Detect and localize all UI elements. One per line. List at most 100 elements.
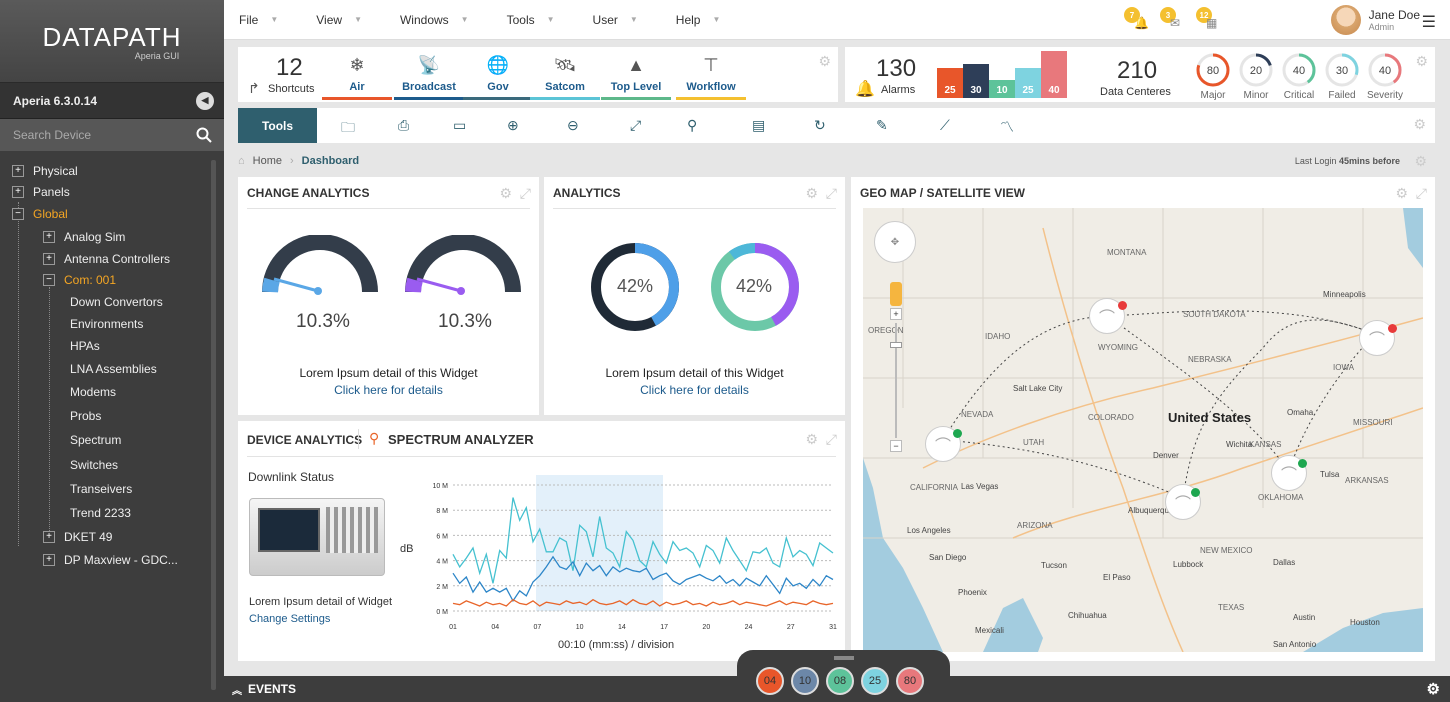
expand-icon[interactable]: + (43, 252, 55, 265)
ring-gauge-critical[interactable]: 40 Critical (1279, 52, 1319, 101)
tree-item-physical[interactable]: + Physical (0, 160, 224, 182)
user-profile[interactable]: Jane Doe Admin (1330, 5, 1420, 35)
tree-item-global[interactable]: − Global (0, 203, 224, 225)
settings-gear-icon[interactable]: ⚙ (1395, 185, 1408, 201)
ring-gauge-failed[interactable]: 30 Failed (1322, 52, 1362, 101)
change-settings-link[interactable]: Change Settings (249, 613, 331, 625)
shortcut-top-level[interactable]: ▲ Top Level (601, 55, 671, 100)
alarm-bar[interactable]: 25 (1015, 68, 1041, 98)
tree-item-dket-49[interactable]: + DKET 49 (0, 525, 224, 549)
tree-item-hpas[interactable]: HPAs (0, 335, 224, 357)
collapse-sidebar-button[interactable]: ◀ (196, 91, 214, 110)
tree-scrollbar[interactable] (211, 160, 216, 690)
drag-handle-icon[interactable] (833, 656, 854, 660)
tree-item-spectrum[interactable]: Spectrum (0, 427, 224, 452)
expand-icon[interactable]: ⤢ (1415, 185, 1427, 201)
zoom-in-icon[interactable]: ⊕ (507, 117, 519, 133)
tools-tab[interactable]: Tools (238, 108, 317, 143)
alarm-bar[interactable]: 10 (989, 80, 1015, 98)
expand-icon[interactable]: + (43, 554, 55, 566)
window-icon[interactable]: ▭ (453, 117, 467, 133)
event-count-badge[interactable]: 80 (896, 667, 924, 695)
ring-gauge-major[interactable]: 80 Major (1193, 52, 1233, 101)
zoom-out-button[interactable]: − (890, 440, 902, 452)
search-icon[interactable]: ⚲ (687, 117, 698, 133)
zoom-out-icon[interactable]: ⊖ (567, 117, 579, 133)
alert-notification[interactable]: 7 🔔 (1124, 7, 1149, 30)
collapse-icon[interactable]: − (43, 274, 55, 287)
menu-help[interactable]: Help ▼ (676, 13, 721, 27)
home-icon[interactable]: ⌂ (238, 155, 245, 167)
zoom-in-button[interactable]: + (890, 308, 902, 320)
add-folder-icon[interactable]: 🗀 (341, 119, 355, 135)
tab-spectrum-analyzer[interactable]: SPECTRUM ANALYZER (388, 432, 534, 447)
expand-icon[interactable]: + (43, 231, 55, 244)
ring-gauge-severity[interactable]: 40 Severity (1365, 52, 1405, 101)
menu-user[interactable]: User ▼ (593, 13, 638, 27)
menu-tools[interactable]: Tools ▼ (507, 13, 555, 27)
alarm-bar[interactable]: 40 (1041, 51, 1067, 98)
alarm-bar[interactable]: 25 (937, 68, 963, 98)
settings-gear-icon[interactable]: ⚙ (499, 185, 512, 201)
line-chart-icon[interactable]: 〽 (1000, 119, 1014, 135)
details-link[interactable]: Click here for details (334, 383, 443, 397)
refresh-icon[interactable]: ↻ (814, 117, 826, 133)
shortcut-gov[interactable]: 🌐 Gov (463, 55, 533, 100)
search-device-input[interactable] (13, 128, 183, 142)
breadcrumb-home[interactable]: Home (252, 155, 282, 167)
satellite-dish-icon[interactable]: ⌒ (1165, 484, 1201, 520)
shortcut-workflow[interactable]: ⊤ Workflow (676, 55, 746, 100)
expand-icon[interactable]: + (12, 186, 24, 199)
settings-gear-icon[interactable]: ⚙ (1415, 53, 1428, 69)
tree-item-com-001[interactable]: − Com: 001 (0, 270, 224, 292)
search-icon[interactable] (196, 127, 212, 143)
expand-icon[interactable]: ⤢ (825, 431, 837, 447)
zoom-slider-track[interactable] (895, 323, 897, 438)
settings-gear-icon[interactable]: ⚙ (1414, 153, 1427, 169)
expand-icon[interactable]: ⤢ (519, 185, 531, 201)
chevron-up-icon[interactable]: ︽ (232, 685, 242, 697)
settings-gear-icon[interactable]: ⚙ (805, 185, 818, 201)
menu-view[interactable]: View ▼ (316, 13, 362, 27)
satellite-dish-icon[interactable]: ⌒ (1359, 320, 1395, 356)
settings-gear-icon[interactable]: ⚙ (818, 53, 831, 69)
shortcut-broadcast[interactable]: 📡 Broadcast (394, 55, 464, 100)
event-count-badge[interactable]: 25 (861, 667, 889, 695)
expand-icon[interactable]: ⤢ (825, 185, 837, 201)
tree-item-lna-assemblies[interactable]: LNA Assemblies (0, 357, 224, 380)
details-link[interactable]: Click here for details (640, 383, 749, 397)
report-icon[interactable]: ▤ (752, 117, 766, 133)
map-pan-control[interactable]: ✥ (874, 221, 916, 263)
shortcut-air[interactable]: ❄ Air (322, 55, 392, 100)
map-view[interactable]: United States WYOMING SOUTH DAKOTA NEBRASKA… (863, 208, 1423, 652)
tree-item-analog-sim[interactable]: + Analog Sim (0, 227, 224, 249)
tree-item-probs[interactable]: Probs (0, 404, 224, 427)
settings-gear-icon[interactable]: ⚙ (805, 431, 818, 447)
settings-gear-icon[interactable]: ⚙ (1413, 116, 1426, 132)
expand-icon[interactable]: + (12, 164, 24, 177)
print-icon[interactable]: ⎙ (398, 117, 410, 133)
menu-windows[interactable]: Windows ▼ (400, 13, 469, 27)
tree-item-dp-maxview[interactable]: + DP Maxview - GDC... (0, 549, 224, 571)
settings-gear-icon[interactable]: ⚙ (1426, 681, 1440, 698)
tree-item-down-convertors[interactable]: Down Convertors (0, 291, 224, 313)
event-count-badge[interactable]: 10 (791, 667, 819, 695)
alarm-bar[interactable]: 30 (963, 64, 989, 98)
message-notification[interactable]: 3 ✉ (1160, 7, 1184, 30)
calendar-notification[interactable]: 12 ▦ (1196, 7, 1220, 30)
tree-item-antenna-controllers[interactable]: + Antenna Controllers (0, 248, 224, 270)
menu-file[interactable]: File ▼ (239, 13, 278, 27)
tree-item-modems[interactable]: Modems (0, 380, 224, 404)
tree-item-environments[interactable]: Environments (0, 313, 224, 335)
event-count-badge[interactable]: 08 (826, 667, 854, 695)
tree-item-panels[interactable]: + Panels (0, 182, 224, 204)
tree-item-trend-2233[interactable]: Trend 2233 (0, 500, 224, 525)
fullscreen-icon[interactable]: ⤢ (630, 117, 642, 133)
street-view-pegman-icon[interactable] (890, 282, 902, 306)
tree-item-switches[interactable]: Switches (0, 452, 224, 477)
tree-item-transeivers[interactable]: Transeivers (0, 477, 224, 500)
expand-icon[interactable]: + (43, 531, 55, 543)
zoom-slider-handle[interactable] (890, 342, 902, 348)
tab-device-analytics[interactable]: DEVICE ANALYTICS (247, 433, 363, 447)
ring-gauge-minor[interactable]: 20 Minor (1236, 52, 1276, 101)
